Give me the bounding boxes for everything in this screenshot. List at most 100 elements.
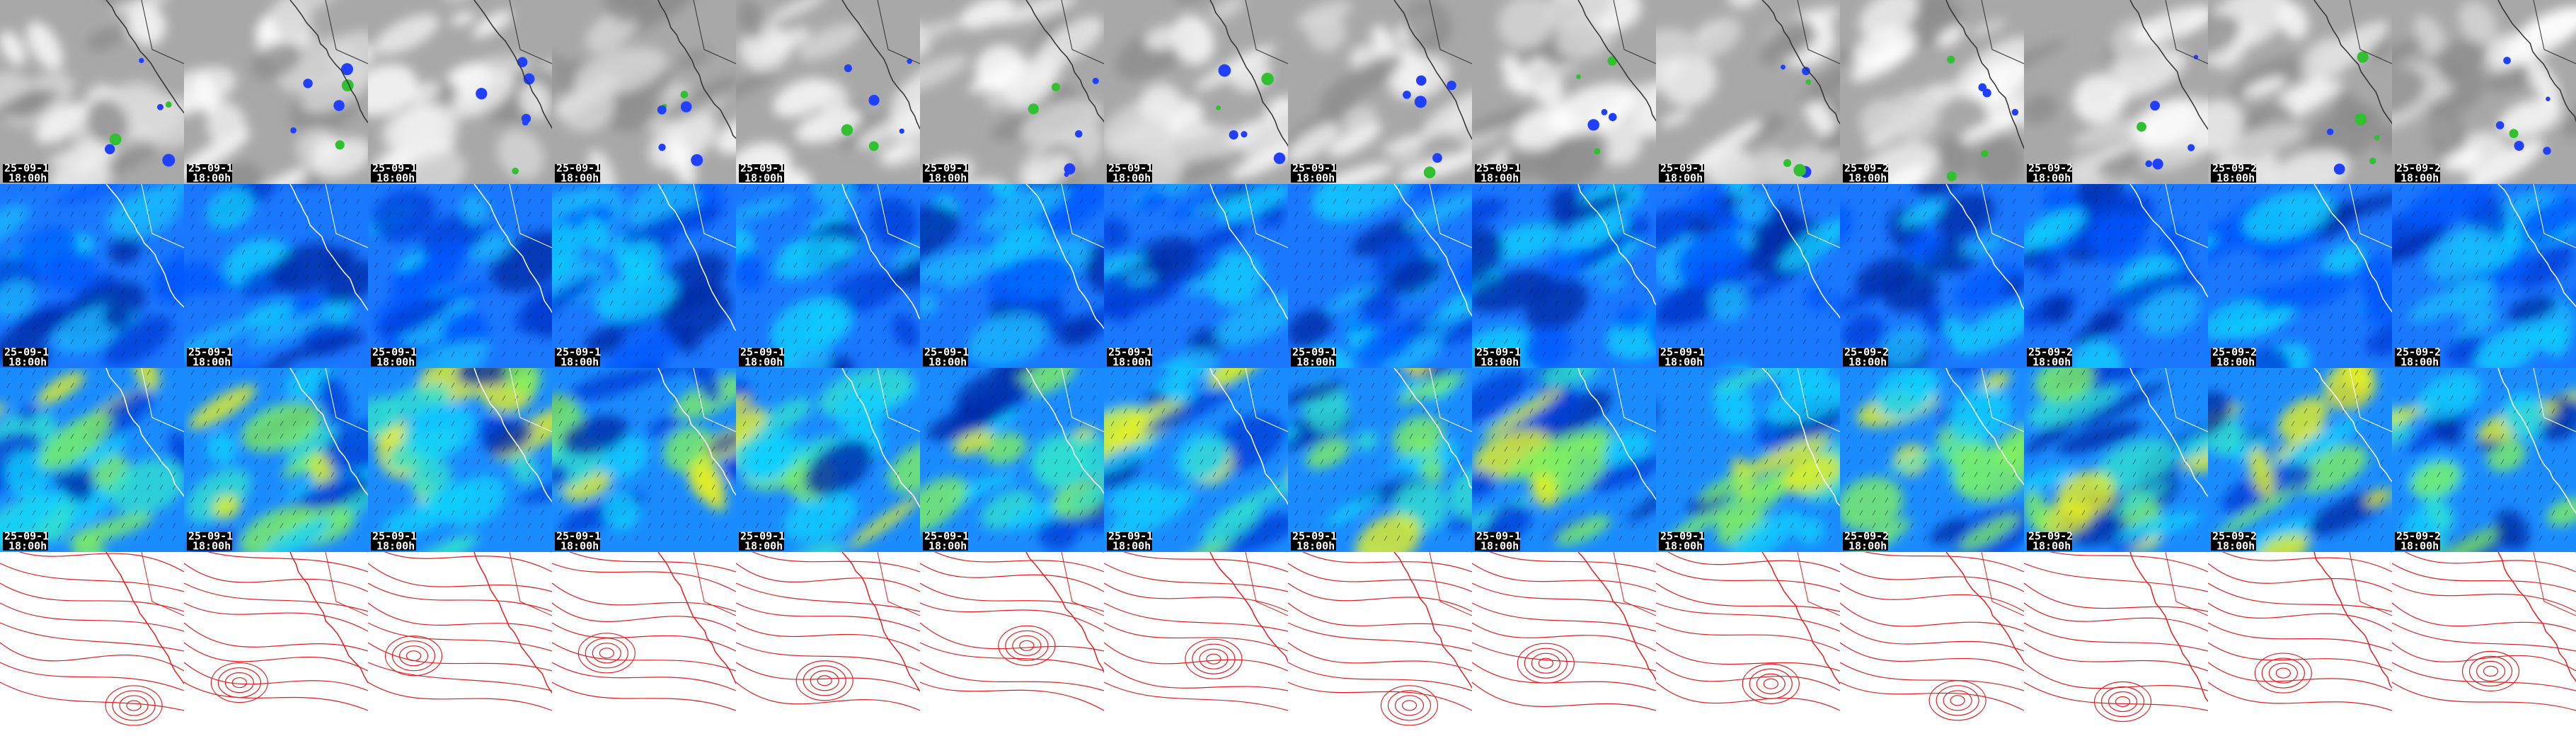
- wind-barb: [134, 185, 138, 192]
- border: [2165, 184, 2208, 248]
- wind-barb: [1644, 198, 1648, 205]
- wind-barb: [1752, 224, 1756, 230]
- panel-content: 25-09-118:00h: [368, 368, 552, 552]
- wind-barb: [2354, 287, 2359, 294]
- wind-barb: [584, 395, 588, 401]
- wind-barb: [292, 262, 297, 268]
- wind-barb: [305, 382, 309, 389]
- wind-barb: [1092, 382, 1096, 389]
- wind-barb: [6, 262, 11, 268]
- wind-barb: [83, 420, 87, 427]
- field-patch: [397, 150, 466, 184]
- label-box: [555, 164, 600, 183]
- wind-barb: [609, 351, 614, 357]
- field-patch: [736, 395, 753, 416]
- wind-barb: [1713, 287, 1718, 294]
- wind-barb: [330, 287, 335, 294]
- wind-barb: [2056, 236, 2060, 243]
- wind-barb: [1460, 338, 1464, 345]
- wind-barb: [2437, 326, 2441, 332]
- wind-barb: [832, 484, 836, 490]
- field-patch: [782, 347, 832, 368]
- wind-barb: [32, 326, 36, 332]
- wind-barb: [793, 433, 798, 439]
- wind-barb: [558, 211, 563, 217]
- wind-barb: [172, 459, 176, 465]
- wind-barb: [1174, 275, 1178, 281]
- wind-barb: [2030, 287, 2035, 294]
- wind-barb: [1003, 249, 1007, 255]
- wind-barb: [660, 497, 665, 503]
- wind-barb: [1333, 313, 1337, 319]
- wind-barb: [32, 287, 36, 294]
- wind-barb: [1041, 185, 1045, 192]
- wind-barb: [241, 369, 246, 376]
- wind-barb: [882, 185, 887, 192]
- wind-barb: [558, 471, 563, 478]
- wind-barb: [1054, 326, 1058, 332]
- field-patch: [1108, 117, 1170, 161]
- wind-barb: [622, 459, 626, 465]
- field-patch: [920, 293, 938, 316]
- wind-barb: [1662, 185, 1667, 192]
- wind-barb: [768, 275, 772, 281]
- wind-barb: [584, 420, 588, 427]
- wind-barb: [514, 236, 519, 243]
- wind-barb: [1123, 249, 1127, 255]
- wind-barb: [6, 224, 11, 230]
- wind-barb: [1777, 313, 1781, 319]
- precip-cell: [1576, 74, 1582, 79]
- wind-barb: [451, 535, 455, 541]
- wind-barb: [793, 522, 798, 529]
- wind-barb: [159, 408, 163, 414]
- wind-barb: [2342, 262, 2346, 268]
- wind-barb: [806, 408, 810, 414]
- coastline: [2129, 0, 2208, 130]
- wind-barb: [2424, 300, 2428, 306]
- wind-barb: [2069, 275, 2073, 281]
- wind-barb: [1999, 211, 2003, 217]
- wind-barb: [70, 236, 74, 243]
- date-label: 25-09-1: [924, 162, 969, 175]
- time-label: 18:00h: [928, 356, 967, 369]
- wind-barb: [673, 522, 677, 529]
- wind-barb: [305, 433, 309, 439]
- wind-barb: [2158, 300, 2162, 306]
- wind-barb: [1752, 236, 1756, 243]
- wind-barb: [977, 224, 982, 230]
- wind-barb: [673, 510, 677, 516]
- field-patch: [774, 236, 849, 280]
- wind-barb: [1092, 351, 1096, 357]
- wind-barb: [1764, 287, 1769, 294]
- wind-barb: [2538, 262, 2543, 268]
- wind-barb: [742, 236, 747, 243]
- wind-barb: [2069, 198, 2073, 205]
- wind-barb: [648, 484, 652, 490]
- wind-barb: [1662, 338, 1667, 345]
- wind-barb: [2564, 326, 2568, 332]
- wind-barb: [609, 471, 614, 478]
- wind-barb: [1028, 262, 1033, 268]
- wind-barb: [57, 287, 62, 294]
- precip-cell: [1092, 77, 1099, 84]
- wind-barb: [686, 408, 690, 414]
- wind-barb: [1872, 300, 1876, 306]
- wind-barb: [96, 287, 100, 294]
- wind-barb: [584, 300, 588, 306]
- wind-barb: [1606, 198, 1610, 205]
- wind-barb: [1593, 236, 1597, 243]
- wind-barb: [660, 236, 665, 243]
- wind-barb: [558, 382, 563, 389]
- wind-barb: [2411, 287, 2415, 294]
- wind-barb: [356, 484, 360, 490]
- map-panel: 25-09-118:00h: [368, 368, 552, 552]
- wind-barb: [374, 446, 379, 452]
- wind-barb: [2526, 338, 2530, 345]
- wind-barb: [635, 326, 639, 332]
- wind-barb: [2227, 326, 2231, 332]
- wind-barb: [438, 211, 442, 217]
- wind-barb: [134, 497, 138, 503]
- wind-barb: [1777, 338, 1781, 345]
- wind-barb: [527, 300, 531, 306]
- wind-barb: [1936, 300, 1940, 306]
